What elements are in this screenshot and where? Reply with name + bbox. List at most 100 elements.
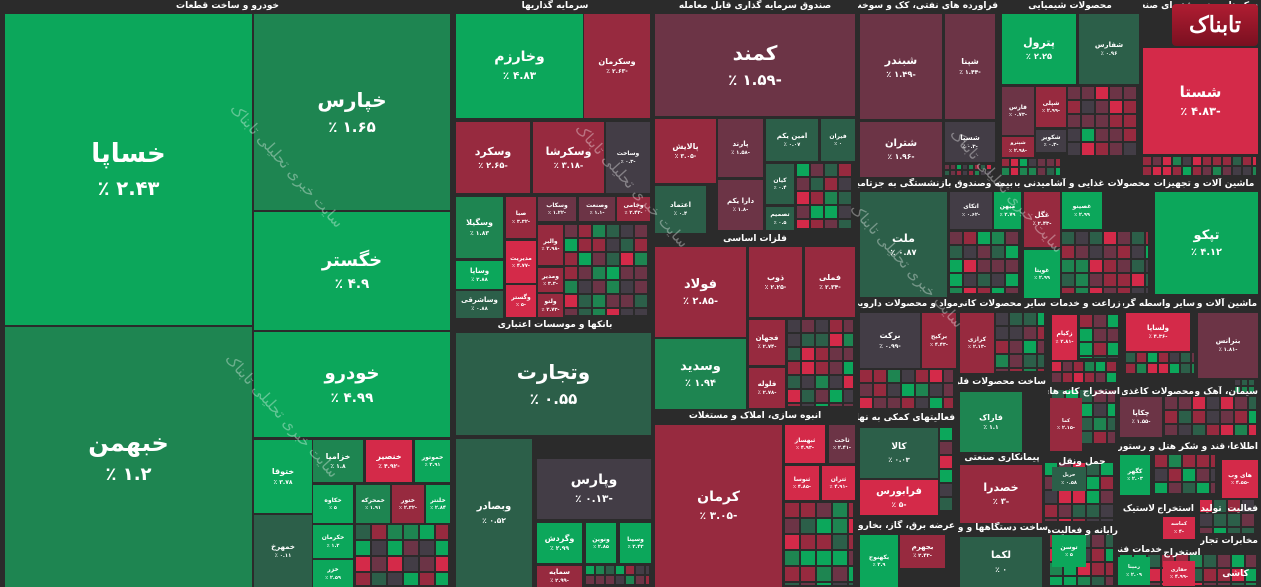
stock-tile-small[interactable]: [940, 498, 952, 510]
stock-tile[interactable]: بکهنوج ۲.۹ ٪: [860, 535, 898, 587]
stock-tile-small[interactable]: [1087, 505, 1099, 517]
stock-tile-small[interactable]: [801, 519, 815, 533]
stock-tile-small[interactable]: [817, 535, 831, 549]
stock-tile[interactable]: کرازی -۲.۱۳ ٪: [960, 313, 994, 373]
stock-tile-small[interactable]: [1169, 469, 1181, 481]
stock-tile[interactable]: امین یکم ۰.۰۷ ٪: [766, 119, 818, 161]
stock-tile-small[interactable]: [1085, 362, 1094, 371]
stock-tile-small[interactable]: [940, 470, 952, 482]
stock-tile-small[interactable]: [1243, 157, 1251, 165]
stock-tile-small[interactable]: [788, 376, 800, 388]
stock-tile-small[interactable]: [1213, 167, 1221, 175]
stock-tile-small[interactable]: [1062, 232, 1074, 244]
stock-tile[interactable]: ومدیر -۳.۳ ٪: [538, 268, 563, 292]
stock-tile-small[interactable]: [1204, 569, 1216, 581]
stock-tile-small[interactable]: [785, 551, 799, 565]
stock-tile[interactable]: غگل -۲.۴۳ ٪: [1024, 192, 1060, 247]
stock-tile-small[interactable]: [996, 369, 1008, 371]
stock-tile-small[interactable]: [1108, 357, 1118, 358]
stock-tile-small[interactable]: [1068, 143, 1080, 155]
stock-tile-small[interactable]: [1163, 157, 1171, 165]
stock-tile[interactable]: خزر ۲.۵۹ ٪: [313, 560, 353, 587]
stock-tile-small[interactable]: [1076, 232, 1088, 244]
stock-tile-small[interactable]: [950, 232, 962, 244]
stock-tile-small[interactable]: [811, 164, 823, 176]
stock-tile-small[interactable]: [817, 567, 831, 581]
stock-tile-small[interactable]: [996, 341, 1008, 353]
stock-tile-small[interactable]: [963, 165, 967, 169]
stock-tile-small[interactable]: [1096, 129, 1108, 141]
stock-tile-small[interactable]: [1080, 404, 1092, 416]
stock-tile-small[interactable]: [1181, 353, 1190, 362]
stock-tile-small[interactable]: [992, 260, 1004, 272]
stock-tile[interactable]: بجهرم -۲.۴۳ ٪: [900, 535, 945, 568]
stock-tile-small[interactable]: [1108, 315, 1118, 327]
stock-tile-small[interactable]: [1249, 380, 1254, 385]
stock-tile-small[interactable]: [996, 313, 1008, 325]
stock-tile-small[interactable]: [978, 246, 990, 258]
stock-tile-small[interactable]: [888, 370, 900, 382]
stock-tile-small[interactable]: [1073, 519, 1085, 521]
stock-tile-small[interactable]: [849, 567, 853, 581]
stock-tile-small[interactable]: [1118, 232, 1130, 244]
stock-tile-small[interactable]: [1148, 569, 1160, 581]
stock-tile-small[interactable]: [646, 576, 649, 584]
stock-tile-small[interactable]: [1085, 373, 1094, 382]
stock-tile-small[interactable]: [1006, 274, 1018, 286]
stock-tile-small[interactable]: [436, 525, 448, 539]
stock-tile-small[interactable]: [888, 398, 900, 408]
stock-tile-small[interactable]: [1203, 167, 1211, 175]
stock-tile-small[interactable]: [1094, 390, 1106, 402]
stock-tile-small[interactable]: [816, 320, 828, 332]
stock-tile-small[interactable]: [1050, 577, 1062, 585]
stock-tile[interactable]: فولاد -۲.۸۵ ٪: [655, 247, 746, 337]
stock-tile-small[interactable]: [811, 206, 823, 218]
stock-tile-small[interactable]: [1110, 115, 1122, 127]
stock-tile-small[interactable]: [626, 576, 634, 584]
stock-tile-small[interactable]: [1096, 87, 1108, 99]
stock-tile-small[interactable]: [1143, 157, 1151, 165]
stock-tile-small[interactable]: [607, 239, 619, 251]
stock-tile-small[interactable]: [621, 309, 633, 315]
stock-tile-small[interactable]: [356, 525, 370, 539]
stock-tile-small[interactable]: [1228, 528, 1240, 533]
stock-tile-small[interactable]: [1170, 353, 1179, 362]
stock-tile-small[interactable]: [1183, 167, 1191, 175]
stock-tile-small[interactable]: [1173, 157, 1181, 165]
stock-tile[interactable]: کما -۲.۱۵ ٪: [1050, 398, 1082, 451]
stock-tile-small[interactable]: [916, 398, 928, 408]
stock-tile-small[interactable]: [1082, 87, 1094, 99]
stock-tile-small[interactable]: [978, 274, 990, 286]
stock-tile-small[interactable]: [1132, 288, 1144, 293]
stock-tile-small[interactable]: [1118, 288, 1130, 293]
stock-tile-small[interactable]: [981, 171, 985, 175]
stock-tile-small[interactable]: [825, 178, 837, 190]
stock-tile-small[interactable]: [1096, 115, 1108, 127]
stock-tile-small[interactable]: [788, 390, 800, 402]
stock-tile[interactable]: پارند -۱.۵۸ ٪: [718, 119, 763, 177]
stock-tile-small[interactable]: [797, 220, 809, 228]
stock-tile-small[interactable]: [1124, 101, 1136, 113]
stock-tile[interactable]: فاراک ۱.۱ ٪: [960, 392, 1022, 452]
stock-tile-small[interactable]: [945, 165, 949, 169]
stock-tile-small[interactable]: [930, 398, 942, 408]
stock-tile-small[interactable]: [607, 225, 619, 237]
stock-tile-small[interactable]: [616, 576, 624, 584]
stock-tile-small[interactable]: [1094, 315, 1106, 327]
stock-tile-small[interactable]: [1235, 425, 1247, 435]
stock-tile-small[interactable]: [372, 557, 386, 571]
stock-tile-small[interactable]: [1218, 583, 1230, 585]
stock-tile-small[interactable]: [944, 398, 953, 408]
stock-tile-small[interactable]: [1024, 341, 1036, 353]
stock-tile[interactable]: وسینا ۲.۴۳ ٪: [620, 523, 651, 563]
stock-tile-small[interactable]: [825, 192, 837, 204]
stock-tile-small[interactable]: [802, 404, 814, 406]
stock-tile-small[interactable]: [1192, 353, 1194, 362]
stock-tile-small[interactable]: [1218, 569, 1230, 581]
stock-tile-small[interactable]: [1094, 418, 1106, 430]
stock-tile-small[interactable]: [404, 541, 418, 555]
stock-tile-small[interactable]: [1080, 315, 1092, 327]
stock-tile-small[interactable]: [969, 171, 973, 175]
stock-tile[interactable]: برکیح -۴.۴۳ ٪: [922, 313, 956, 368]
stock-tile-small[interactable]: [1052, 373, 1061, 382]
